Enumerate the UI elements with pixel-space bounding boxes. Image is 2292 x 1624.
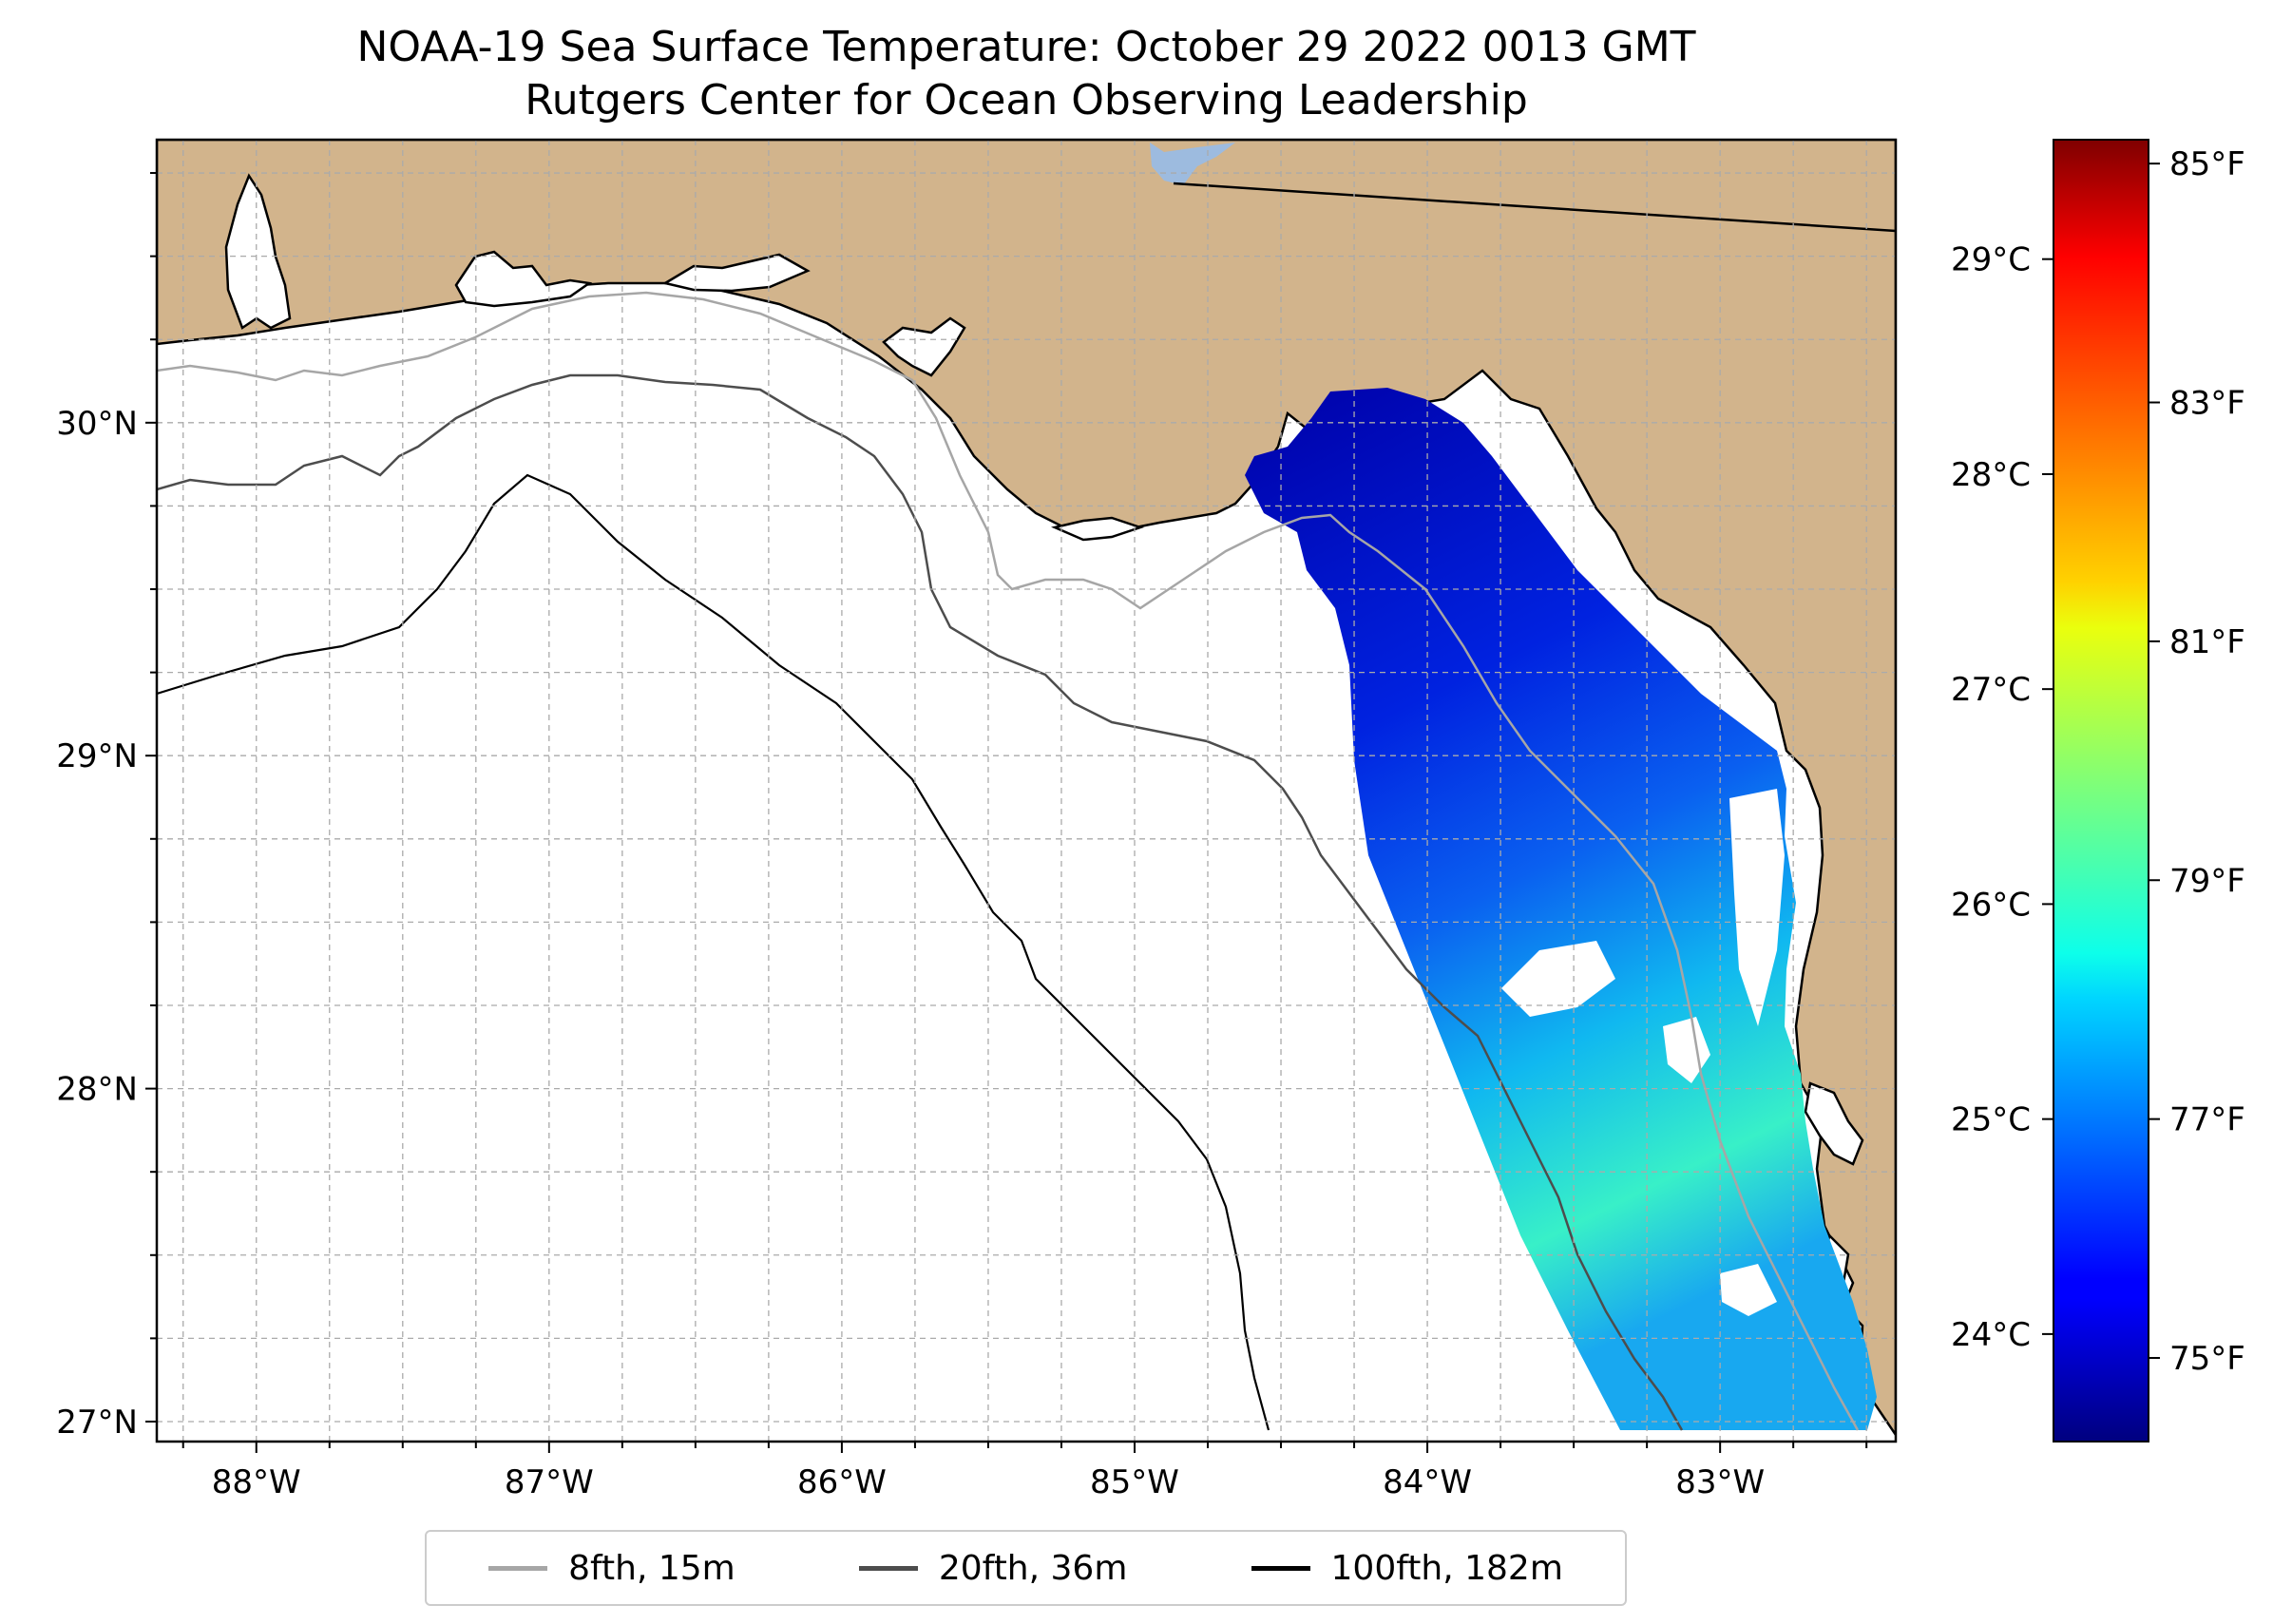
st-andrews-bay [882, 316, 966, 377]
legend-item-20fth: 20fth, 36m [858, 1548, 1128, 1588]
colorbar [2053, 140, 2149, 1442]
lon-tick-label: 87°W [505, 1463, 594, 1501]
lon-tick-label: 84°W [1383, 1463, 1472, 1501]
colorbar-frame [2053, 139, 2149, 1442]
legend-swatch-8fth [488, 1565, 548, 1571]
colorbar-c-label: 26°C [1951, 886, 2031, 924]
map-frame [155, 138, 1898, 1443]
contour-legend: 8fth, 15m 20fth, 36m 100fth, 182m [425, 1530, 1627, 1606]
pensacola-bay [454, 250, 593, 308]
lon-tick-label: 83°W [1675, 1463, 1765, 1501]
legend-label-20fth: 20fth, 36m [938, 1548, 1128, 1588]
colorbar-f-label: 79°F [2169, 862, 2245, 900]
cloud-gap [1501, 941, 1615, 1017]
lat-tick-label: 29°N [56, 737, 138, 775]
cloud-gap [1729, 789, 1785, 1026]
legend-item-100fth: 100fth, 182m [1251, 1549, 1563, 1588]
map-subtitle: Rutgers Center for Ocean Observing Leade… [525, 76, 1528, 124]
colorbar-c-label: 28°C [1951, 456, 2031, 494]
contour-20fth [157, 373, 1684, 1431]
colorbar-f-label: 83°F [2169, 385, 2245, 423]
lat-tick-label: 27°N [56, 1404, 138, 1442]
apalachicola-bay [1051, 516, 1144, 542]
lon-tick-label: 86°W [797, 1463, 887, 1501]
colorbar-f-label: 75°F [2169, 1340, 2245, 1378]
mobile-bay [224, 173, 292, 330]
colorbar-f-label: 77°F [2169, 1101, 2245, 1139]
legend-item-8fth: 8fth, 15m [488, 1549, 735, 1588]
state-border [1173, 182, 1896, 233]
lon-tick-label: 88°W [212, 1463, 301, 1501]
colorbar-c-label: 27°C [1951, 671, 2031, 709]
colorbar-c-label: 24°C [1951, 1316, 2031, 1354]
colorbar-ticks: 75°F 77°F 79°F 81°F 83°F 85°F 24°C 25°C 26°C 27°C… [1951, 145, 2245, 1378]
cloud-gap [1720, 1264, 1777, 1316]
legend-swatch-20fth [858, 1565, 918, 1571]
lon-tick-label: 85°W [1090, 1463, 1179, 1501]
tampa-bay [1804, 1081, 1864, 1166]
legend-swatch-100fth [1251, 1565, 1310, 1571]
map-title: NOAA-19 Sea Surface Temperature: October… [356, 23, 1696, 71]
contour-100fth [157, 473, 1270, 1431]
colorbar-c-label: 25°C [1951, 1101, 2031, 1139]
legend-label-100fth: 100fth, 182m [1330, 1548, 1563, 1588]
map-axis-ticks: 88°W 87°W 86°W 85°W 84°W 83°W 27°N 28°N 29°N 30°N [56, 172, 1868, 1501]
choctawhatchee-bay [661, 253, 811, 293]
legend-label-8fth: 8fth, 15m [568, 1548, 735, 1588]
graticule [157, 140, 1896, 1442]
sst-swath [1245, 388, 1877, 1430]
lat-tick-label: 28°N [56, 1071, 138, 1109]
colorbar-c-label: 29°C [1951, 241, 2031, 279]
colorbar-f-label: 81°F [2169, 623, 2245, 661]
lat-tick-label: 30°N [56, 405, 138, 443]
lake-seminole [1150, 143, 1235, 185]
contour-8fth [157, 291, 1860, 1431]
colorbar-f-label: 85°F [2169, 145, 2245, 183]
